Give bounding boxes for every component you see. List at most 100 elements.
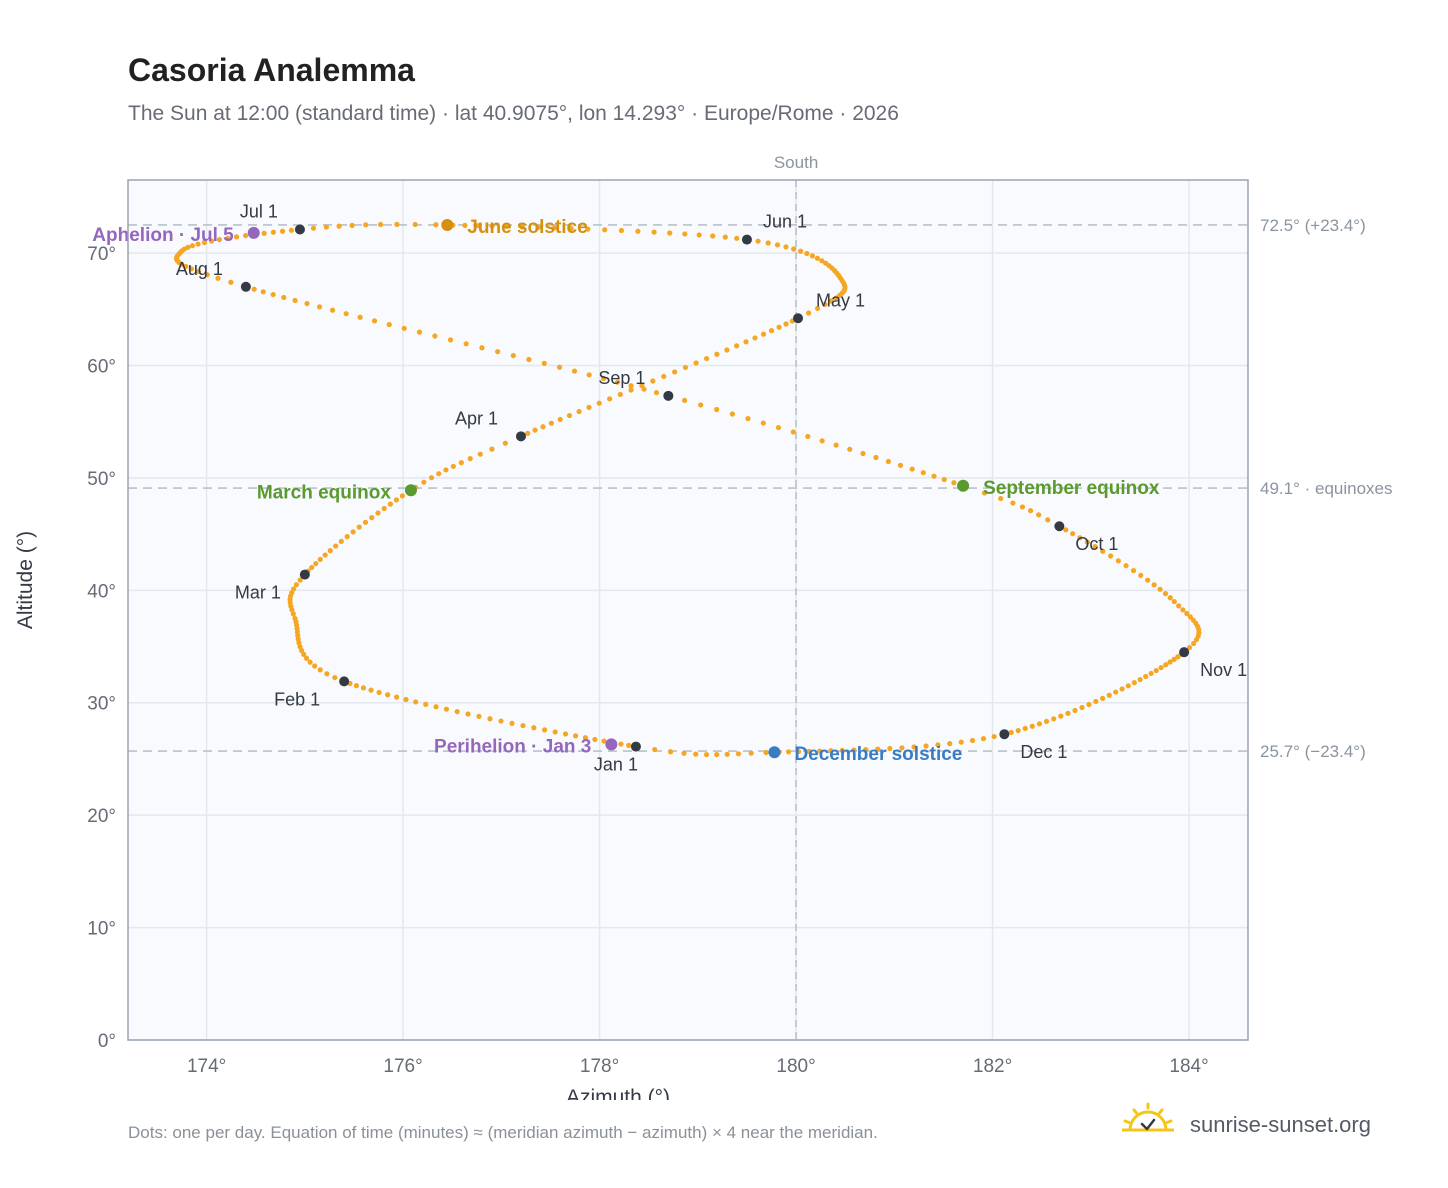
- daily-sun-dot: [1180, 607, 1186, 613]
- y-axis-label: Altitude (°): [14, 531, 37, 629]
- daily-sun-dot: [416, 329, 423, 335]
- daily-sun-dot: [667, 230, 673, 236]
- daily-sun-dot: [327, 548, 333, 554]
- month-label: Apr 1: [455, 408, 498, 428]
- daily-sun-dot: [735, 751, 742, 757]
- month-marker: [1179, 647, 1190, 658]
- daily-sun-dot: [188, 266, 194, 272]
- daily-sun-dot: [215, 275, 221, 281]
- daily-sun-dot: [332, 674, 338, 681]
- month-marker: [630, 741, 641, 752]
- daily-sun-dot: [1157, 586, 1163, 592]
- daily-sun-dot: [860, 450, 866, 457]
- daily-sun-dot: [1063, 527, 1069, 533]
- daily-sun-dot: [768, 328, 775, 334]
- daily-sun-dot: [795, 748, 802, 755]
- daily-sun-dot: [292, 297, 298, 304]
- daily-sun-dot: [722, 234, 728, 240]
- daily-sun-dot: [562, 731, 569, 737]
- daily-sun-dot: [369, 515, 375, 521]
- daily-sun-dot: [393, 497, 400, 503]
- daily-sun-dot: [465, 711, 471, 717]
- daily-sun-dot: [951, 480, 957, 486]
- daily-sun-dot: [552, 729, 558, 735]
- daily-sun-dot: [1162, 591, 1169, 597]
- daily-sun-dot: [433, 704, 439, 710]
- daily-sun-dot: [412, 221, 418, 228]
- daily-sun-dot: [1191, 640, 1197, 647]
- reference-lines: South 72.5° (+23.4°) 49.1° · equinoxes 25.7…: [128, 153, 1393, 1040]
- daily-sun-dot: [628, 387, 634, 393]
- daily-sun-dot: [704, 355, 710, 362]
- daily-sun-dot: [911, 744, 917, 750]
- daily-sun-dot: [353, 683, 360, 689]
- daily-sun-dot: [931, 473, 937, 479]
- month-label: Oct 1: [1075, 534, 1118, 554]
- daily-sun-dot: [1015, 727, 1021, 734]
- daily-sun-dot: [601, 738, 607, 744]
- daily-sun-dot: [617, 391, 623, 398]
- daily-sun-dot: [526, 356, 532, 363]
- daily-sun-dot: [710, 233, 716, 239]
- month-marker: [294, 224, 305, 235]
- daily-sun-dot: [292, 615, 298, 622]
- month-marker: [515, 431, 526, 442]
- brand-name: sunrise-sunset.org: [1190, 1112, 1371, 1137]
- daily-sun-dot: [242, 232, 249, 239]
- daily-sun-dot: [693, 751, 699, 757]
- daily-sun-dot: [714, 406, 720, 413]
- daily-sun-dot: [548, 420, 554, 426]
- y-tick-label: 20°: [87, 806, 116, 827]
- daily-sun-dot: [760, 331, 767, 337]
- daily-sun-dot: [729, 411, 735, 417]
- daily-sun-dot: [614, 379, 621, 385]
- daily-sun-dot: [487, 716, 493, 722]
- daily-sun-dot: [344, 534, 350, 540]
- daily-sun-dot: [1072, 707, 1078, 714]
- daily-sun-dot: [809, 253, 816, 259]
- analemma-chart: South 72.5° (+23.4°) 49.1° · equinoxes 25.7…: [14, 153, 1393, 1100]
- daily-sun-dot: [443, 706, 450, 712]
- month-label: Jul 1: [240, 201, 278, 221]
- event-label: Perihelion · Jan 3: [434, 736, 591, 757]
- month-label: Jan 1: [594, 755, 638, 775]
- daily-sun-dot: [734, 235, 740, 241]
- daily-sun-dot: [991, 733, 997, 740]
- daily-sun-dot: [745, 415, 751, 422]
- daily-sun-dot: [724, 347, 730, 353]
- daily-sun-dot: [1175, 654, 1181, 660]
- daily-sun-dot: [1036, 512, 1042, 518]
- daily-sun-dot: [304, 300, 310, 307]
- daily-sun-dot: [338, 538, 344, 544]
- daily-sun-dot: [626, 742, 632, 748]
- daily-sun-dot: [270, 291, 276, 298]
- brand-link[interactable]: sunrise-sunset.org: [1120, 1100, 1400, 1150]
- daily-sun-dot: [748, 750, 754, 756]
- daily-sun-dot: [1171, 598, 1177, 605]
- daily-sun-dot: [201, 239, 208, 246]
- daily-sun-dot: [504, 223, 510, 230]
- daily-sun-dot: [1158, 664, 1164, 671]
- daily-sun-dot: [1171, 656, 1177, 662]
- daily-sun-dot: [783, 244, 789, 250]
- daily-sun-dot: [228, 279, 234, 285]
- daily-sun-dot: [525, 430, 531, 436]
- month-label: Nov 1: [1200, 660, 1247, 680]
- daily-sun-dot: [297, 577, 303, 583]
- daily-sun-dot: [447, 337, 454, 343]
- daily-sun-dot: [385, 692, 391, 698]
- daily-sun-dot: [413, 699, 419, 705]
- daily-sun-dot: [1043, 718, 1050, 725]
- daily-sun-dot: [1100, 548, 1106, 554]
- daily-sun-dot: [1028, 508, 1034, 514]
- daily-sun-dot: [586, 404, 592, 411]
- event-marker: [404, 484, 417, 497]
- x-axis-label: Azimuth (°): [566, 1086, 670, 1100]
- daily-sun-dot: [592, 736, 598, 743]
- daily-sun-dot: [476, 713, 482, 719]
- daily-sun-dot: [433, 222, 439, 228]
- daily-sun-dot: [783, 321, 789, 327]
- event-label: June solstice: [467, 217, 587, 238]
- daily-sun-dot: [819, 258, 825, 264]
- daily-sun-dot: [454, 709, 460, 715]
